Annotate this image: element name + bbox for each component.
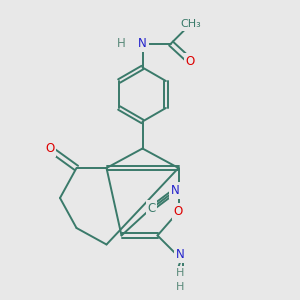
Text: H: H	[176, 268, 184, 278]
Text: H: H	[176, 281, 184, 292]
Text: N: N	[171, 184, 180, 197]
Text: O: O	[45, 142, 54, 155]
Text: C: C	[147, 202, 156, 215]
Text: O: O	[186, 55, 195, 68]
Text: O: O	[174, 205, 183, 218]
Text: N: N	[138, 37, 147, 50]
Text: CH₃: CH₃	[180, 19, 201, 29]
Text: H: H	[117, 37, 126, 50]
Text: N: N	[176, 248, 184, 262]
